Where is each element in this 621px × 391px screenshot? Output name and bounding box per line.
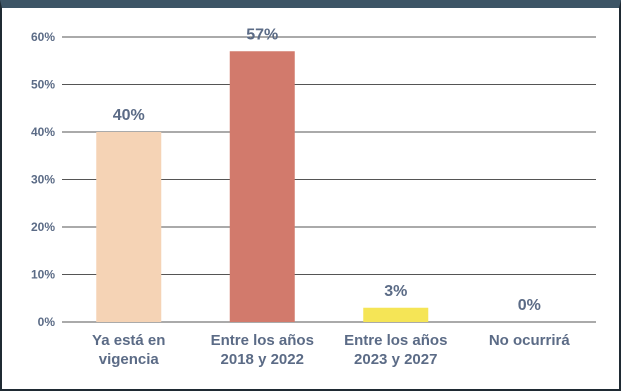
x-category-label: Entre los años [211,332,314,349]
y-tick-label: 10% [31,268,55,282]
y-tick-label: 20% [31,220,55,234]
x-category-label: vigencia [99,351,160,368]
x-axis-labels: Ya está en vigencia Entre los años 2018 y 2… [92,332,570,368]
bar-1 [229,51,295,322]
data-label: 3% [384,283,407,300]
x-category-label: Ya está en [92,332,165,349]
x-category-label: 2023 y 2027 [354,351,437,368]
bar-0 [96,132,162,322]
x-category-label: No ocurrirá [489,332,571,349]
data-label: 40% [113,107,145,124]
x-category-label: 2018 y 2022 [221,351,304,368]
data-label: 0% [518,297,541,314]
y-tick-label: 30% [31,173,55,187]
data-label: 57% [246,26,278,43]
y-tick-label: 0% [38,315,56,329]
data-labels: 40% 57% 3% 0% [113,26,541,314]
bars [96,51,429,322]
y-tick-label: 50% [31,78,55,92]
bar-2 [363,307,429,322]
y-axis-labels: 0% 10% 20% 30% 40% 50% 60% [31,30,55,329]
y-tick-label: 40% [31,125,55,139]
y-tick-label: 60% [31,30,55,44]
x-category-label: Entre los años [344,332,447,349]
